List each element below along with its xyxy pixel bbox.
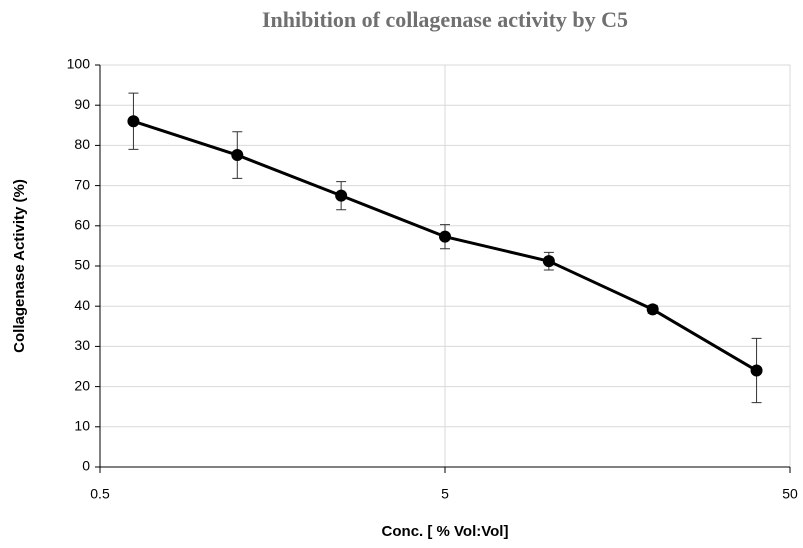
data-point (335, 189, 348, 202)
y-tick-label: 30 (74, 337, 90, 353)
y-tick-label: 10 (74, 418, 90, 434)
y-tick-label: 0 (82, 458, 90, 474)
x-tick-label: 5 (441, 486, 449, 502)
data-point (750, 364, 763, 377)
x-tick-label: 0.5 (90, 486, 110, 502)
y-axis-label: Collagenase Activity (%) (11, 179, 28, 353)
data-point (542, 255, 555, 268)
data-point (439, 230, 451, 243)
x-tick-label: 50 (782, 486, 798, 502)
y-tick-label: 40 (74, 297, 90, 313)
y-tick-label: 70 (74, 176, 90, 192)
y-tick-label: 100 (67, 56, 91, 72)
y-tick-label: 20 (74, 377, 90, 393)
data-point (231, 149, 244, 162)
data-point (127, 115, 140, 128)
y-tick-label: 80 (74, 136, 90, 152)
data-point (646, 303, 659, 316)
chart-title: Inhibition of collagenase activity by C5 (262, 7, 628, 32)
y-tick-label: 60 (74, 217, 90, 233)
y-tick-label: 50 (74, 257, 90, 273)
x-axis-label: Conc. [ % Vol:Vol] (382, 523, 509, 540)
y-tick-label: 90 (74, 96, 90, 112)
